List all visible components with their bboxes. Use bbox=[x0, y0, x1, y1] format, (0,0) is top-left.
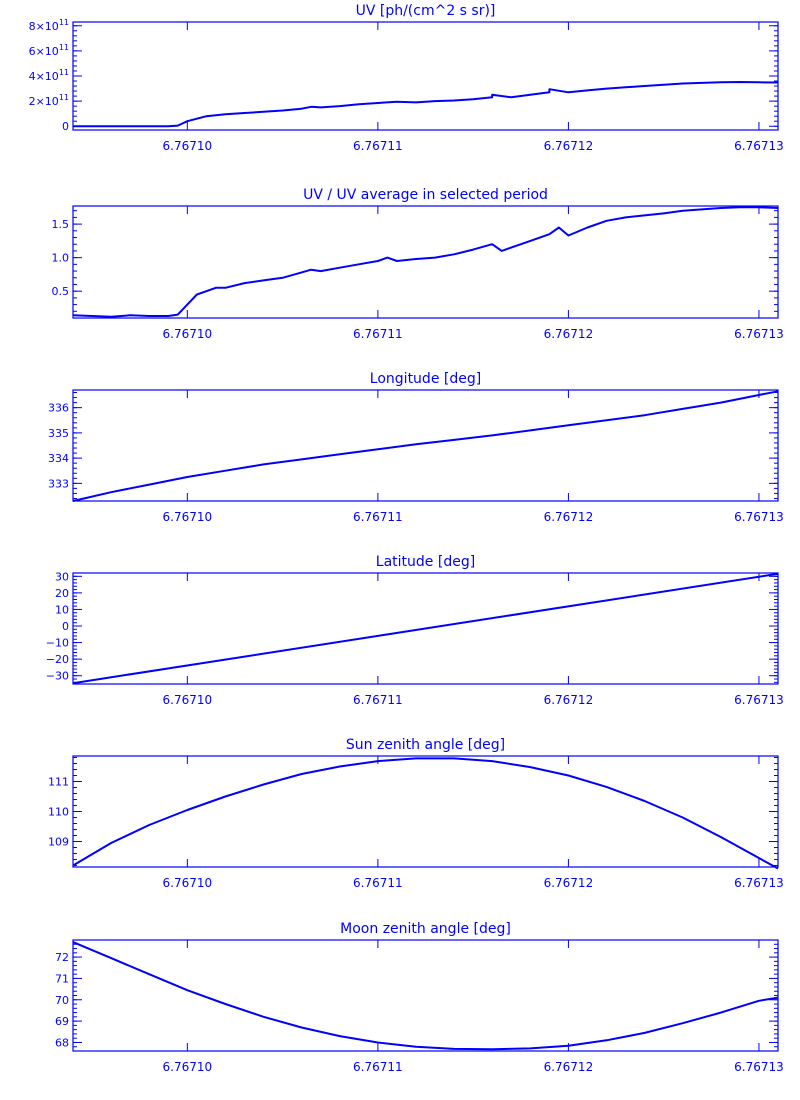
x-tick-label: 6.76712 bbox=[544, 1060, 594, 1074]
x-tick-label: 6.76711 bbox=[353, 1060, 403, 1074]
y-tick-label: −20 bbox=[46, 653, 69, 666]
y-tick-label: 4×1011 bbox=[29, 68, 69, 83]
plot-panel-1: UV [ph/(cm^2 s sr)] 0 2×1011 4×1011 6×1011 8×… bbox=[29, 3, 784, 153]
plot-frame bbox=[72, 755, 779, 868]
y-tick-label: 334 bbox=[48, 452, 69, 465]
x-tick-label: 6.76710 bbox=[163, 327, 213, 341]
plot-frame bbox=[72, 572, 779, 685]
data-series-line bbox=[73, 81, 779, 128]
plot-title: Latitude [deg] bbox=[376, 554, 475, 570]
y-tick-label: 110 bbox=[48, 806, 69, 819]
y-tick-label: 8×1011 bbox=[29, 18, 69, 33]
plot-frame bbox=[72, 939, 779, 1052]
y-tick-label: 333 bbox=[48, 477, 69, 490]
y-tick-label: 6×1011 bbox=[29, 43, 69, 58]
plot-title: UV [ph/(cm^2 s sr)] bbox=[356, 3, 496, 19]
y-tick-label: 1.5 bbox=[52, 218, 70, 231]
x-tick-label: 6.76711 bbox=[353, 693, 403, 707]
x-tick-label: 6.76713 bbox=[734, 876, 784, 890]
data-series-line bbox=[72, 757, 779, 870]
plot-title: UV / UV average in selected period bbox=[303, 187, 548, 203]
x-tick-label: 6.76713 bbox=[734, 1060, 784, 1074]
y-tick-label: 71 bbox=[55, 972, 69, 985]
y-tick-label: −10 bbox=[46, 637, 69, 650]
plot-frame bbox=[72, 389, 779, 502]
y-tick-label: 68 bbox=[55, 1036, 69, 1049]
x-tick-label: 6.76711 bbox=[353, 876, 403, 890]
x-tick-label: 6.76712 bbox=[544, 327, 594, 341]
x-tick-label: 6.76712 bbox=[544, 510, 594, 524]
x-tick-label: 6.76710 bbox=[163, 1060, 213, 1074]
x-tick-label: 6.76710 bbox=[163, 876, 213, 890]
y-tick-label: 30 bbox=[55, 570, 69, 583]
data-series-line bbox=[72, 941, 779, 1051]
x-tick-label: 6.76710 bbox=[163, 510, 213, 524]
plot-panel-6: Moon zenith angle [deg] 68 69 70 71 72 6.76710… bbox=[55, 921, 784, 1074]
plot-title: Sun zenith angle [deg] bbox=[346, 737, 505, 753]
x-tick-label: 6.76713 bbox=[734, 693, 784, 707]
x-tick-label: 6.76713 bbox=[734, 510, 784, 524]
data-series-line bbox=[72, 206, 779, 318]
x-tick-label: 6.76712 bbox=[544, 139, 594, 153]
y-tick-label: 70 bbox=[55, 994, 69, 1007]
y-tick-label: 2×1011 bbox=[29, 93, 69, 108]
x-tick-label: 6.76711 bbox=[353, 327, 403, 341]
plot-frame bbox=[72, 21, 779, 131]
x-tick-label: 6.76713 bbox=[734, 327, 784, 341]
plot-title: Longitude [deg] bbox=[370, 371, 481, 387]
y-tick-label: 72 bbox=[55, 951, 69, 964]
x-tick-label: 6.76711 bbox=[353, 510, 403, 524]
plot-panel-2: UV / UV average in selected period 0.5 1.0… bbox=[52, 187, 784, 341]
plot-panel-4: Latitude [deg] −30 −20 −10 0 10 20 30 6.76710 6.7… bbox=[46, 554, 784, 707]
plot-frame bbox=[72, 205, 779, 319]
data-series-line bbox=[72, 572, 779, 685]
y-tick-label: 10 bbox=[55, 603, 69, 616]
y-tick-label: 335 bbox=[48, 427, 69, 440]
y-tick-label: 1.0 bbox=[52, 252, 70, 265]
y-tick-label: 69 bbox=[55, 1015, 69, 1028]
y-tick-label: 111 bbox=[48, 776, 69, 789]
y-tick-label: 0.5 bbox=[52, 285, 70, 298]
plot-panel-3: Longitude [deg] 333 334 335 336 6.76710 6.7671… bbox=[48, 371, 784, 524]
x-tick-label: 6.76712 bbox=[544, 876, 594, 890]
y-tick-label: 20 bbox=[55, 587, 69, 600]
y-tick-label: 109 bbox=[48, 836, 69, 849]
x-tick-label: 6.76710 bbox=[163, 693, 213, 707]
y-tick-label: 0 bbox=[62, 120, 69, 133]
x-tick-label: 6.76711 bbox=[353, 139, 403, 153]
plot-panel-5: Sun zenith angle [deg] 109 110 111 6.76710 6.… bbox=[48, 737, 784, 890]
x-tick-label: 6.76710 bbox=[163, 139, 213, 153]
x-tick-label: 6.76712 bbox=[544, 693, 594, 707]
y-tick-label: 0 bbox=[62, 620, 69, 633]
plot-title: Moon zenith angle [deg] bbox=[340, 921, 511, 937]
data-series-line bbox=[72, 390, 779, 502]
x-tick-label: 6.76713 bbox=[734, 139, 784, 153]
y-tick-label: 336 bbox=[48, 402, 69, 415]
y-tick-label: −30 bbox=[46, 670, 69, 683]
